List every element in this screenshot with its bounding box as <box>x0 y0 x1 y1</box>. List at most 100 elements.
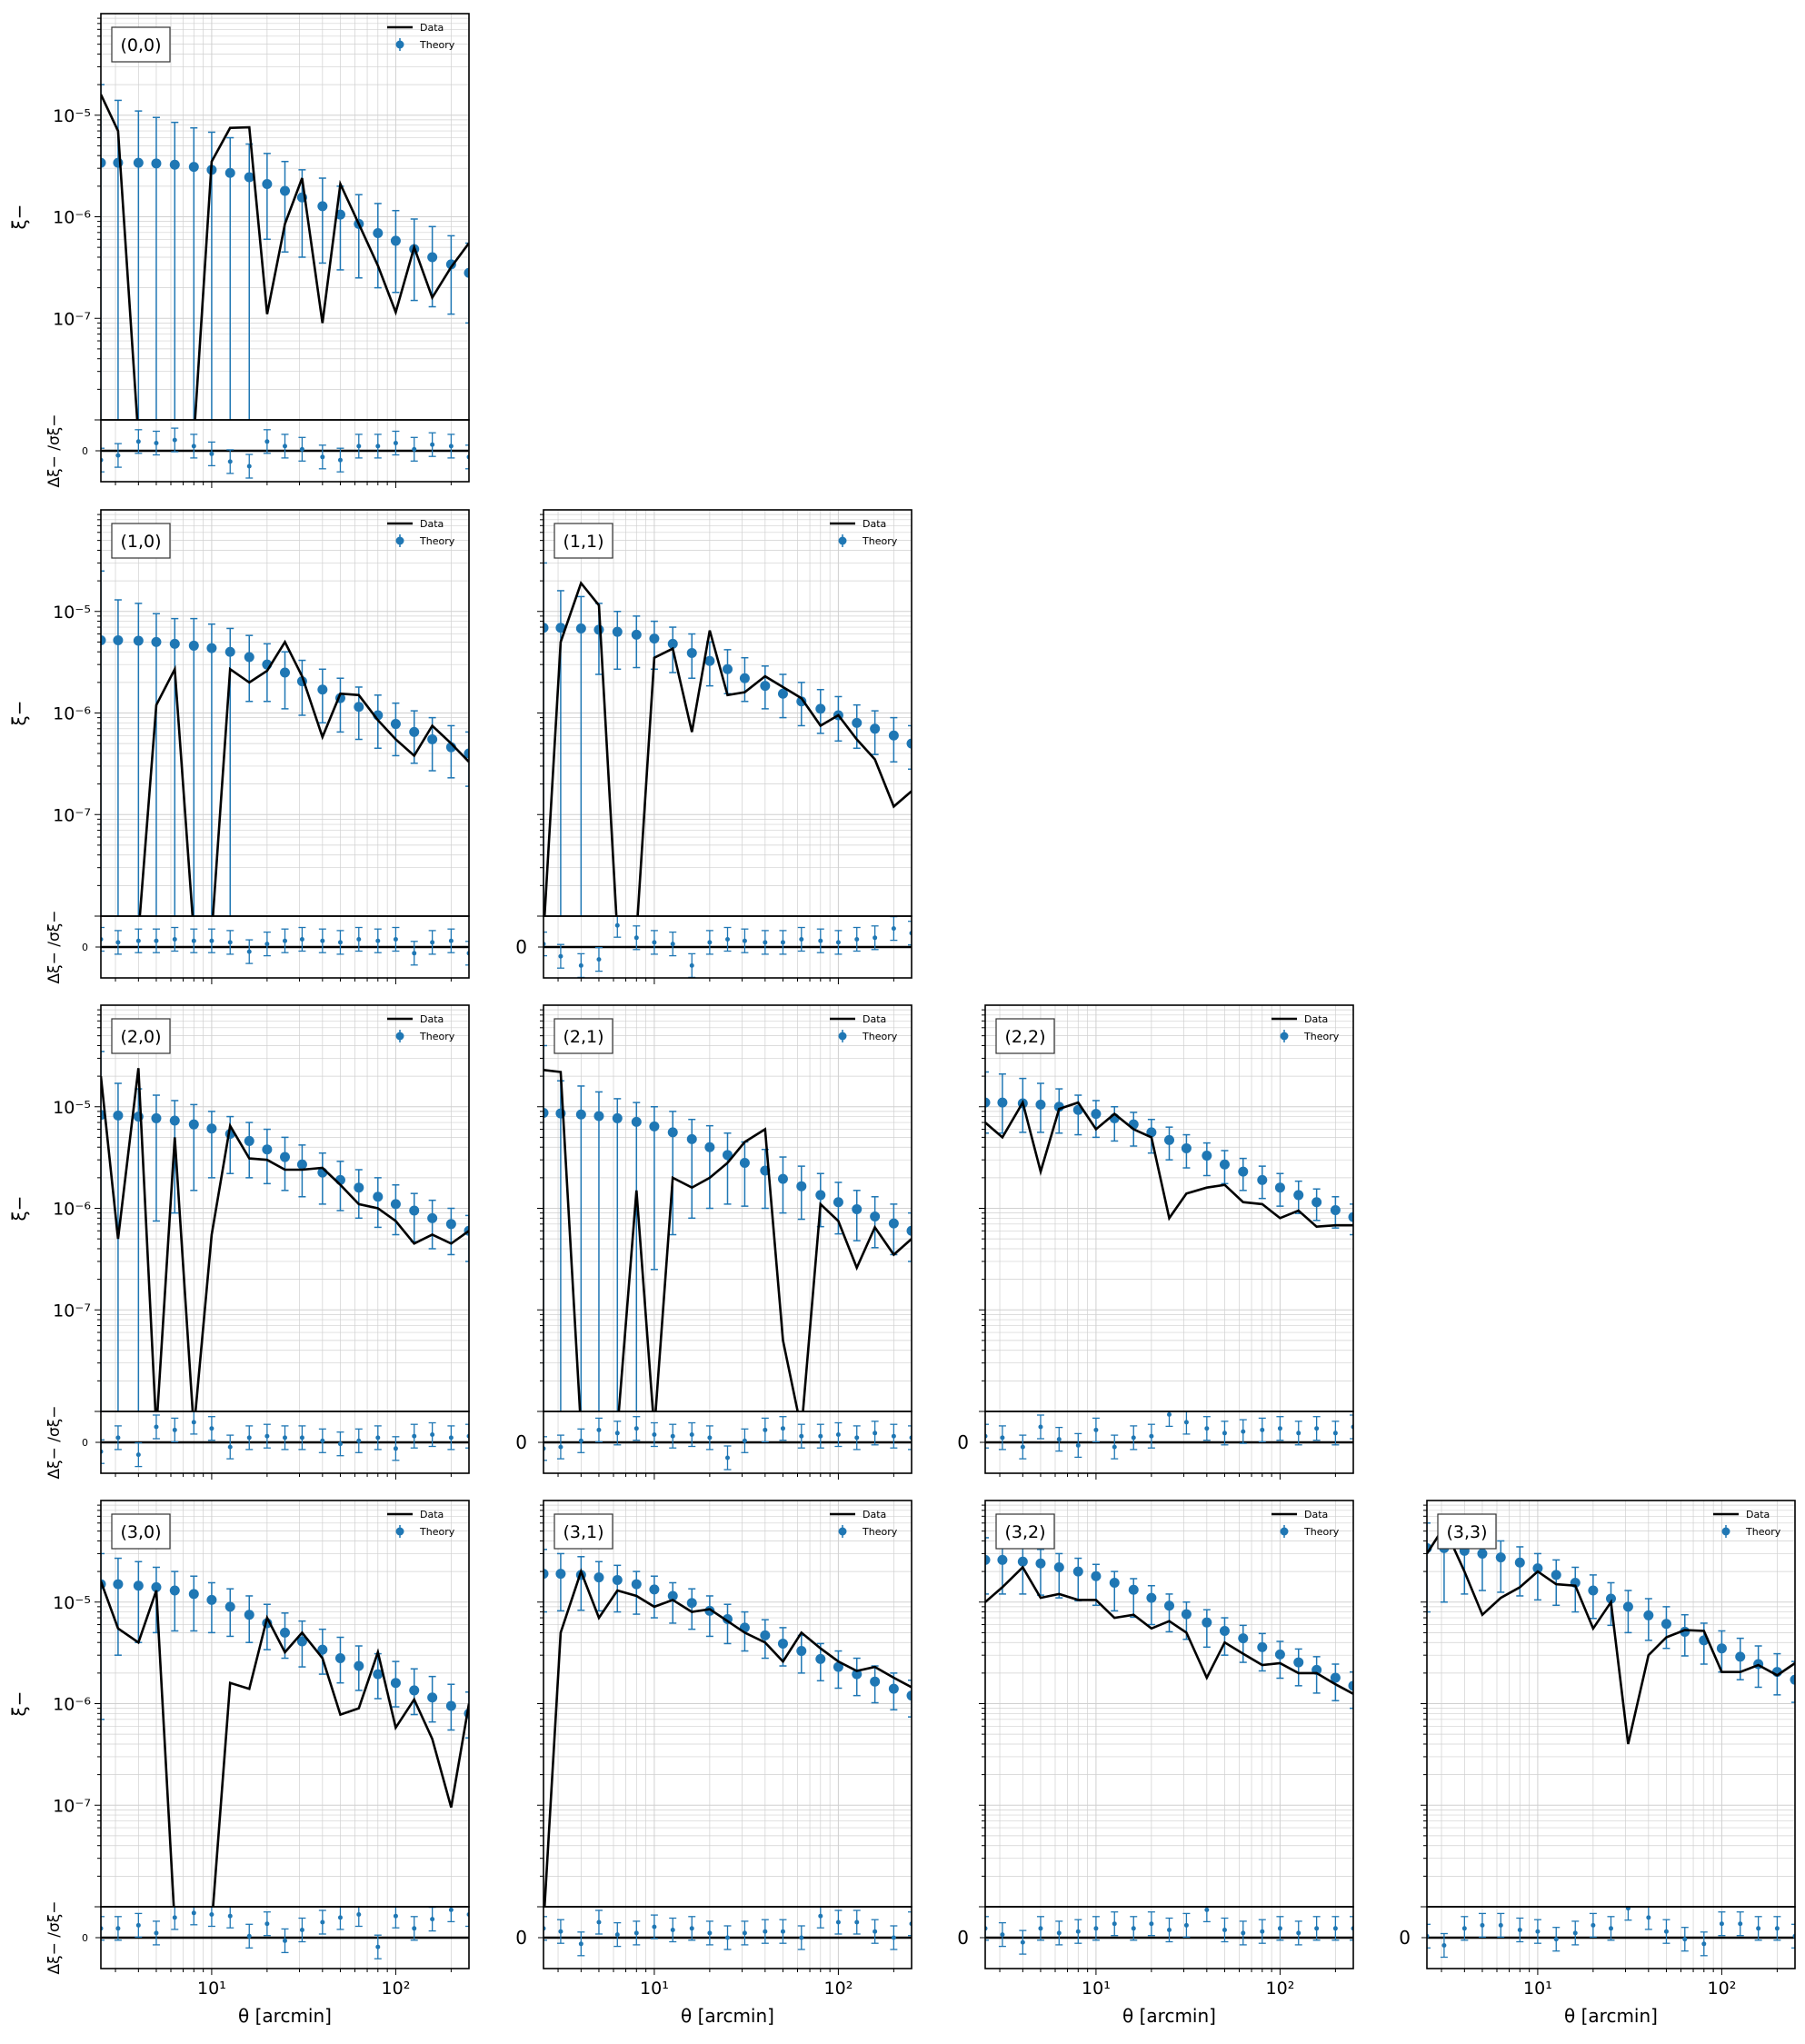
theory-point <box>169 638 180 649</box>
grid <box>101 510 469 978</box>
theory-point <box>1091 1570 1102 1581</box>
theory-point <box>317 201 328 212</box>
panel-label: (2,0) <box>120 1027 161 1047</box>
residual-tick-label: 0 <box>82 445 88 457</box>
panel-label-box <box>995 1018 1055 1054</box>
residual-point <box>246 464 252 469</box>
residual-point <box>264 439 270 444</box>
residual-point <box>1167 1411 1172 1417</box>
theory-point <box>704 1142 715 1152</box>
residual-point <box>283 1938 287 1943</box>
theory-point <box>262 178 273 189</box>
legend: Data Theory <box>1713 1509 1781 1538</box>
residual-axis-label: Δξ− /σξ− <box>45 1901 64 1975</box>
residual-point <box>1719 1921 1724 1927</box>
residual-point <box>614 1932 620 1938</box>
y-tick-label: 10⁻⁶ <box>53 704 91 724</box>
legend-theory-swatch <box>1280 1527 1289 1536</box>
residual-point <box>430 1432 435 1437</box>
residual-point <box>670 942 675 947</box>
theory-point <box>888 730 899 741</box>
residual-point <box>780 940 785 945</box>
theory-series <box>101 570 469 916</box>
residual-point <box>191 1910 196 1916</box>
data-series <box>101 1580 469 1907</box>
data-line <box>1427 1524 1795 1745</box>
y-axis-label: ξ− <box>8 701 30 726</box>
theory-point <box>1146 1127 1157 1138</box>
residual-point <box>1112 1444 1117 1450</box>
data-line <box>138 639 469 916</box>
data-series <box>543 1568 912 1907</box>
theory-point <box>631 629 642 640</box>
theory-point <box>1181 1609 1192 1620</box>
residual-point <box>873 935 878 941</box>
residual-point <box>725 1455 730 1461</box>
residual-point <box>633 1930 639 1936</box>
residual-point <box>283 938 287 943</box>
theory-point <box>188 640 199 651</box>
residual-point <box>227 1444 233 1450</box>
theory-point <box>575 1109 586 1120</box>
panel-label-box <box>995 1513 1055 1550</box>
residual-point <box>412 446 417 452</box>
residual-point <box>209 938 214 943</box>
residual-point <box>430 442 435 447</box>
residual-point <box>430 940 435 945</box>
residual-point <box>1625 1907 1630 1911</box>
theory-point <box>390 1199 401 1210</box>
residual-point <box>320 1438 325 1443</box>
residual-point <box>1260 1929 1265 1934</box>
residual-point <box>154 441 159 445</box>
residual-tick-label: 0 <box>515 1431 527 1453</box>
theory-point <box>667 1127 678 1138</box>
theory-point <box>1091 1109 1102 1120</box>
residual-point <box>209 1426 214 1431</box>
residual-point <box>725 937 730 942</box>
residual-point <box>154 938 159 943</box>
theory-point <box>1219 1159 1230 1170</box>
residual-series <box>101 427 469 479</box>
panel-2: 0 (1,1) Data Theory <box>515 509 912 984</box>
panel-label-box <box>111 1513 171 1550</box>
residual-point <box>1167 1928 1172 1932</box>
data-series <box>985 1099 1353 1229</box>
theory-point <box>739 673 750 683</box>
theory-point <box>445 1219 456 1230</box>
residual-point <box>1149 1433 1154 1439</box>
theory-point <box>723 1150 733 1161</box>
residual-point <box>799 937 804 942</box>
grid <box>985 1005 1353 1473</box>
data-line <box>101 94 469 420</box>
residual-point <box>1222 1928 1227 1932</box>
theory-point <box>1202 1151 1212 1162</box>
theory-point <box>1311 1197 1322 1208</box>
residual-point <box>227 940 233 945</box>
panel-label-box <box>111 1018 171 1054</box>
y-tick-label: 10⁻⁷ <box>53 1301 91 1321</box>
residual-point <box>375 938 381 943</box>
x-tick-label: 10² <box>1266 1979 1295 1999</box>
residual-point <box>299 446 304 452</box>
theory-point <box>852 1203 863 1214</box>
residual-point <box>209 1912 214 1917</box>
residual-point <box>614 1431 620 1436</box>
residual-point <box>891 926 896 932</box>
residual-point <box>633 1426 639 1431</box>
residual-point <box>1038 1926 1043 1931</box>
residual-series <box>543 1907 912 1957</box>
residual-point <box>689 1926 694 1931</box>
theory-point <box>1716 1643 1727 1654</box>
theory-point <box>113 1579 124 1590</box>
theory-point <box>224 167 235 178</box>
residual-point <box>873 1929 878 1934</box>
residual-point <box>246 1435 252 1441</box>
theory-point <box>1588 1585 1599 1596</box>
theory-point <box>101 157 106 168</box>
theory-point <box>555 1569 566 1580</box>
residual-point <box>356 937 362 942</box>
residual-point <box>1131 1926 1136 1931</box>
legend-theory-swatch <box>395 40 404 49</box>
x-tick-label: 10¹ <box>1523 1979 1552 1999</box>
theory-point <box>151 1581 162 1592</box>
